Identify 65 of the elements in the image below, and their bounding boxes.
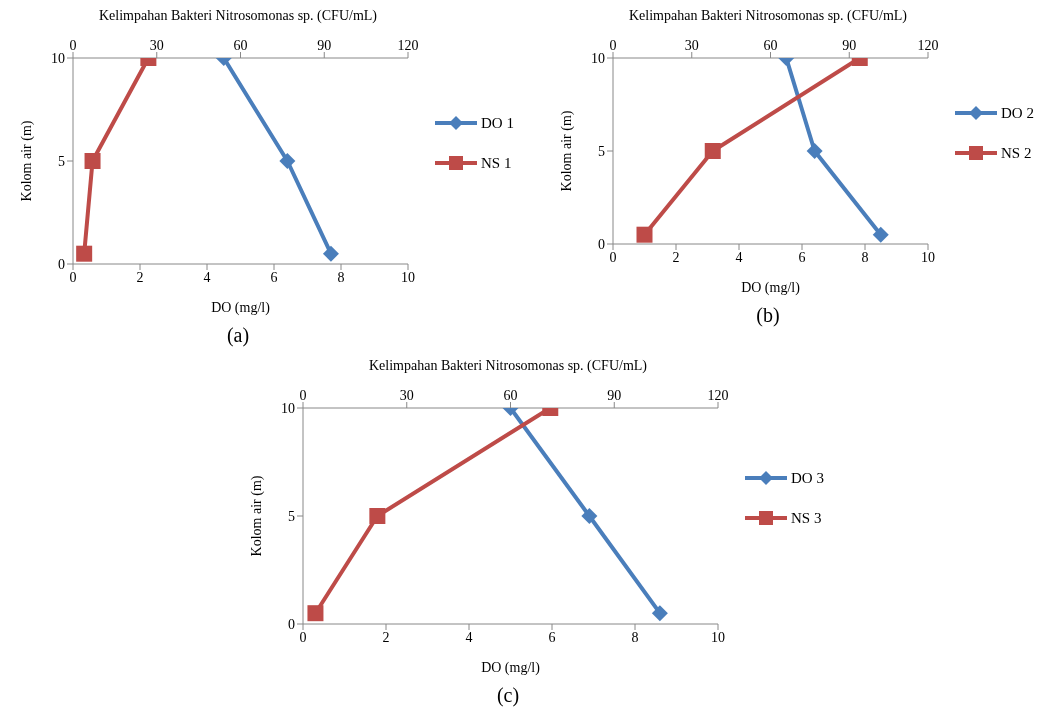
x2-axis-title: Kelimpahan Bakteri Nitrosomonas sp. (CFU/mL): [368, 358, 648, 374]
x-axis-title: DO (mg/l): [481, 660, 541, 676]
legend-label: DO 2: [1001, 104, 1034, 122]
x2-tick-label: 120: [917, 38, 939, 53]
legend-label: DO 3: [791, 469, 824, 487]
x-tick-label: 2: [672, 249, 680, 265]
y-axis-title: Kolom air (m): [248, 475, 265, 557]
x2-tick-label: 90: [842, 38, 857, 53]
point: [279, 153, 296, 169]
y-axis-title: Kolom air (m): [558, 110, 575, 192]
x-tick-label: 4: [735, 249, 743, 265]
x2-axis-title: Kelimpahan Bakteri Nitrosomonas sp. (CFU/mL): [628, 8, 908, 24]
x-tick-label: 10: [401, 269, 415, 285]
x-tick-label: 6: [548, 629, 556, 645]
x-tick-label: 0: [69, 269, 77, 285]
text: (a): [225, 324, 251, 347]
x-tick-label: 8: [631, 629, 639, 645]
point: [322, 245, 339, 262]
x-tick-label: 8: [861, 249, 869, 265]
x2-tick-label: 60: [233, 38, 248, 53]
x2-tick-label: 0: [69, 38, 77, 53]
y-tick-label: 0: [288, 616, 295, 632]
point: [651, 605, 668, 622]
x2-tick-label: 120: [397, 38, 419, 53]
x-tick-label: 6: [798, 249, 806, 265]
x2-tick-label: 0: [299, 388, 307, 403]
x2-tick-label: 30: [399, 388, 414, 403]
x2-tick-label: 60: [503, 388, 518, 403]
x-axis-title: DO (mg/l): [211, 300, 271, 316]
point: [806, 143, 823, 159]
y-tick-label: 10: [591, 50, 605, 66]
x2-tick-label: 60: [763, 38, 778, 53]
x2-tick-label: 0: [609, 38, 617, 53]
x-tick-label: 10: [921, 249, 935, 265]
text: (c): [495, 684, 521, 707]
legend-label: NS 2: [1001, 144, 1032, 162]
x-tick-label: 6: [270, 269, 278, 285]
y-tick-label: 0: [598, 236, 605, 252]
y-tick-label: 5: [598, 143, 605, 159]
y-tick-label: 10: [51, 50, 65, 66]
x-tick-label: 10: [711, 629, 725, 645]
x2-tick-label: 90: [317, 38, 332, 53]
x2-tick-label: 30: [684, 38, 699, 53]
x-tick-label: 4: [203, 269, 211, 285]
legend-label: NS 3: [791, 509, 822, 527]
legend-label: DO 1: [481, 114, 514, 132]
x-tick-label: 4: [465, 629, 473, 645]
y-tick-label: 5: [288, 508, 295, 524]
legend-label: NS 1: [481, 154, 512, 172]
x2-tick-label: 30: [149, 38, 164, 53]
point: [872, 226, 889, 243]
x2-tick-label: 120: [707, 388, 729, 403]
y-axis-title: Kolom air (m): [18, 120, 35, 202]
x2-axis-title: Kelimpahan Bakteri Nitrosomonas sp. (CFU/mL): [98, 8, 378, 24]
text: (b): [755, 304, 781, 327]
y-tick-label: 5: [58, 153, 65, 169]
x-tick-label: 2: [136, 269, 144, 285]
x2-tick-label: 90: [607, 388, 622, 403]
x-tick-label: 0: [299, 629, 307, 645]
x-axis-title: DO (mg/l): [741, 280, 801, 296]
x-tick-label: 8: [337, 269, 345, 285]
x-tick-label: 2: [382, 629, 390, 645]
point: [581, 508, 598, 524]
x-tick-label: 0: [609, 249, 617, 265]
y-tick-label: 10: [281, 400, 295, 416]
